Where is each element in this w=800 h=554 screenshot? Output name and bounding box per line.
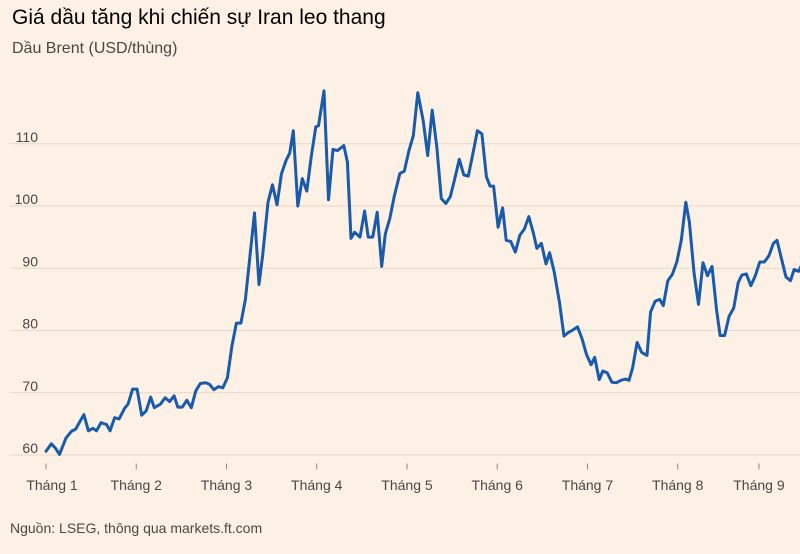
gridlines bbox=[10, 143, 800, 456]
x-tick-label: Tháng 4 bbox=[291, 477, 343, 493]
y-tick-label: 100 bbox=[15, 191, 39, 207]
chart-title: Giá dầu tăng khi chiến sự Iran leo thang bbox=[12, 6, 386, 29]
series-layer bbox=[44, 89, 800, 456]
x-tick-label: Tháng 9 bbox=[733, 477, 785, 493]
x-axis-ticks: Tháng 1 Tháng 2 Tháng 3 Tháng 4 Tháng 5 Tháng… bbox=[26, 463, 785, 493]
x-tick-label: Tháng 1 bbox=[26, 477, 78, 493]
x-tick-label: Tháng 3 bbox=[201, 477, 253, 493]
y-tick-label: 80 bbox=[22, 316, 38, 332]
chart-subtitle: Dầu Brent (USD/thùng) bbox=[12, 40, 178, 57]
x-tick-label: Tháng 5 bbox=[381, 477, 433, 493]
series-line-brent bbox=[44, 89, 800, 456]
y-axis-ticks: 60 70 80 90 100 110 bbox=[15, 129, 39, 456]
x-tick-label: Tháng 8 bbox=[652, 477, 704, 493]
x-tick-label: Tháng 2 bbox=[111, 477, 163, 493]
y-tick-label: 90 bbox=[22, 253, 38, 269]
y-tick-label: 60 bbox=[22, 440, 38, 456]
source-note: Nguồn: LSEG, thông qua markets.ft.com bbox=[10, 520, 263, 536]
x-tick-label: Tháng 6 bbox=[472, 477, 524, 493]
y-tick-label: 70 bbox=[22, 378, 38, 394]
y-tick-label: 110 bbox=[16, 129, 39, 145]
x-tick-label: Tháng 7 bbox=[562, 477, 614, 493]
